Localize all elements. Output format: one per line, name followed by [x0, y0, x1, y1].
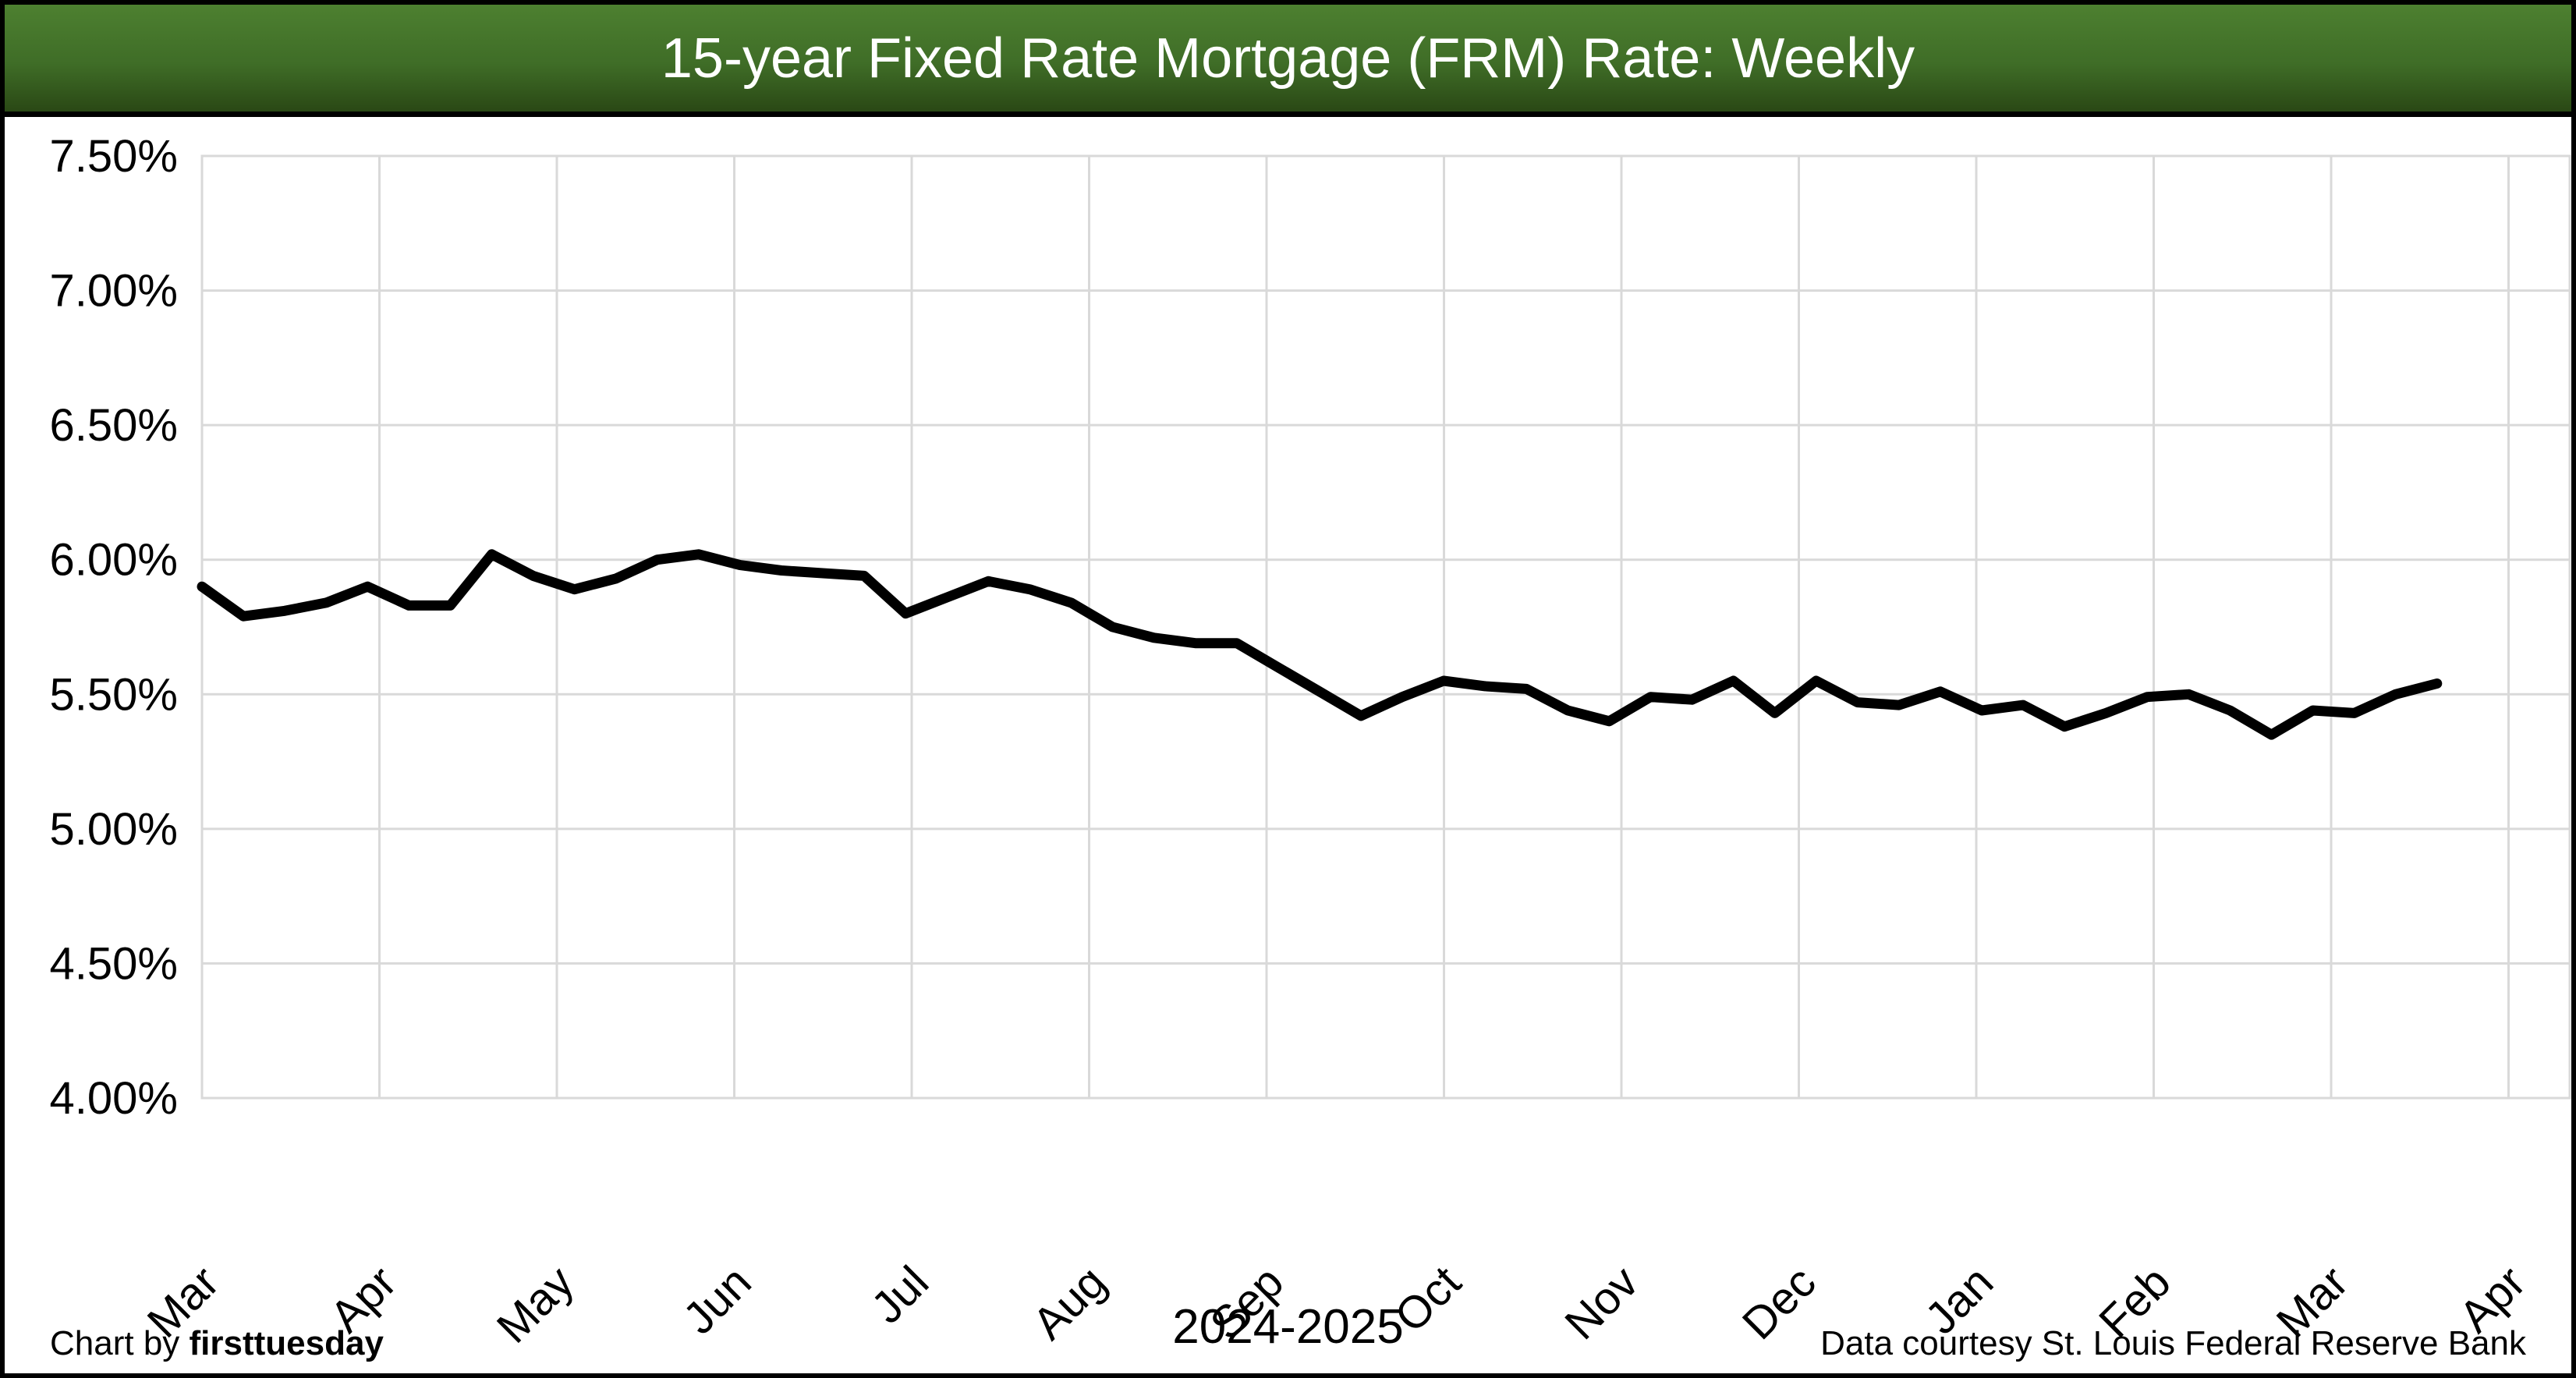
y-axis-tick-label: 7.00%: [50, 266, 178, 317]
footer-credit-brand: firsttuesday: [189, 1324, 384, 1362]
frm-rate-chart: 4.00% 4.50% 5.00% 5.50% 6.00% 6.50% 7.00% 7.50%…: [50, 131, 2571, 1353]
plot-border: [200, 154, 2571, 1100]
title-bar: 15-year Fixed Rate Mortgage (FRM) Rate: …: [5, 5, 2571, 117]
y-axis-tick-label: 5.00%: [50, 804, 178, 855]
chart-title: 15-year Fixed Rate Mortgage (FRM) Rate: …: [661, 27, 1915, 90]
rate-line: [197, 549, 2443, 740]
y-axis-tick-label: 6.00%: [50, 535, 178, 586]
footer-source: Data courtesy St. Louis Federal Reserve …: [1820, 1324, 2526, 1362]
footer-credit: Chart by firsttuesday: [50, 1324, 384, 1363]
y-axis-tick-label: 4.50%: [50, 938, 178, 989]
y-axis-tick-label: 4.00%: [50, 1073, 178, 1124]
x-axis-title: 2024-2025: [1172, 1300, 1404, 1354]
y-axis-tick-label: 5.50%: [50, 669, 178, 720]
footer-credit-prefix: Chart by: [50, 1324, 190, 1362]
y-axis-tick-label: 7.50%: [50, 131, 178, 182]
y-axis-tick-label: 6.50%: [50, 400, 178, 451]
